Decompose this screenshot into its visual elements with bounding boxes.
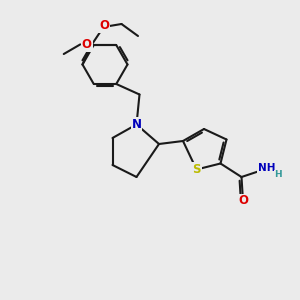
Text: H: H (274, 170, 282, 179)
Text: O: O (99, 19, 109, 32)
Text: S: S (192, 163, 201, 176)
Text: O: O (82, 38, 92, 51)
Text: O: O (238, 194, 248, 208)
Text: N: N (131, 118, 142, 131)
Text: NH: NH (258, 163, 276, 173)
